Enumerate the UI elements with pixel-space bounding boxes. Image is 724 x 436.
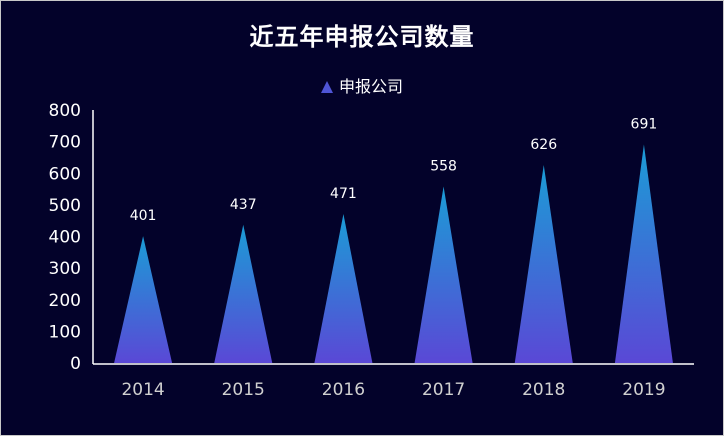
y-tick-label-300: 300 (49, 259, 81, 279)
data-label-2018: 626 (530, 137, 557, 153)
x-tick-label-2019: 2019 (622, 380, 665, 400)
y-tick-label-400: 400 (49, 228, 81, 248)
y-tick-label-200: 200 (49, 291, 81, 311)
data-label-2014: 401 (130, 208, 157, 224)
data-label-2017: 558 (430, 159, 457, 175)
bar-2017[interactable] (414, 186, 473, 363)
data-label-2016: 471 (330, 186, 357, 202)
y-tick-label-500: 500 (49, 196, 81, 216)
y-tick-label-700: 700 (49, 133, 81, 153)
bar-2015[interactable] (214, 224, 273, 363)
legend[interactable]: 申报公司 (1, 73, 723, 97)
legend-triangle-icon (320, 81, 333, 93)
bar-2014[interactable] (114, 236, 173, 363)
data-label-2019: 691 (631, 116, 658, 132)
y-tick-label-800: 800 (49, 101, 81, 121)
x-tick-label-2015: 2015 (222, 380, 265, 400)
x-tick-label-2016: 2016 (322, 380, 365, 400)
bar-2018[interactable] (514, 165, 573, 363)
y-tick-label-100: 100 (49, 322, 81, 342)
bar-2016[interactable] (314, 214, 373, 363)
data-label-2015: 437 (230, 197, 257, 213)
y-tick-label-0: 0 (70, 354, 81, 374)
x-tick-label-2017: 2017 (422, 380, 465, 400)
y-tick-label-600: 600 (49, 164, 81, 184)
x-tick-label-2018: 2018 (522, 380, 565, 400)
x-tick-label-2014: 2014 (121, 380, 164, 400)
chart-title: 近五年申报公司数量 (249, 23, 475, 51)
legend-label: 申报公司 (338, 77, 403, 96)
bar-2019[interactable] (614, 144, 673, 363)
